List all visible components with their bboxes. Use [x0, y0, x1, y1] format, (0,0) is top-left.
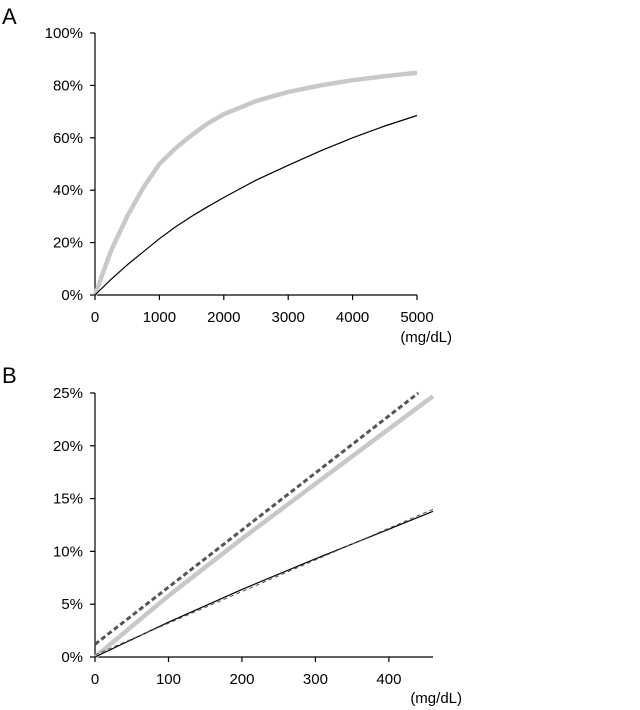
x-tick-label: 5000 — [400, 309, 433, 326]
y-tick-label: 5% — [61, 596, 83, 613]
x-axis-unit-label: (mg/dL) — [410, 690, 462, 707]
x-tick-label: 1000 — [143, 309, 176, 326]
panel-b-chart: B 0% 5% 10% 15% 20% 25% 0 100 200 300 400 (mg/dL) — [2, 363, 462, 707]
x-tick-label: 3000 — [272, 309, 305, 326]
x-tick-label: 300 — [303, 671, 328, 688]
x-tick-label: 200 — [229, 671, 254, 688]
y-tick-label: 15% — [53, 491, 83, 508]
series-line-2 — [95, 393, 418, 644]
panel-b-label: B — [2, 363, 17, 388]
x-tick-label: 400 — [376, 671, 401, 688]
x-tick-label: 0 — [91, 671, 99, 688]
y-tick-label: 0% — [61, 649, 83, 666]
y-tick-label: 100% — [45, 25, 83, 42]
series-line-1 — [95, 396, 433, 657]
y-tick-label: 25% — [53, 385, 83, 402]
x-tick-label: 4000 — [336, 309, 369, 326]
y-tick-label: 40% — [53, 182, 83, 199]
y-tick-label: 10% — [53, 543, 83, 560]
x-axis-unit-label: (mg/dL) — [400, 329, 452, 346]
series-line-3 — [95, 511, 433, 657]
x-tick-label: 0 — [91, 309, 99, 326]
y-tick-label: 80% — [53, 77, 83, 94]
x-tick-label: 2000 — [207, 309, 240, 326]
series-line-2 — [95, 116, 417, 296]
y-tick-label: 20% — [53, 235, 83, 252]
panel-a-chart: A 0% 20% 40% 60% 80% 100% 0 1000 2000 3000 4000 500… — [2, 4, 452, 346]
y-tick-label: 0% — [61, 287, 83, 304]
series-line-1 — [95, 73, 417, 295]
panel-a-label: A — [2, 4, 17, 29]
x-tick-label: 100 — [156, 671, 181, 688]
y-tick-label: 20% — [53, 438, 83, 455]
y-tick-label: 60% — [53, 130, 83, 147]
